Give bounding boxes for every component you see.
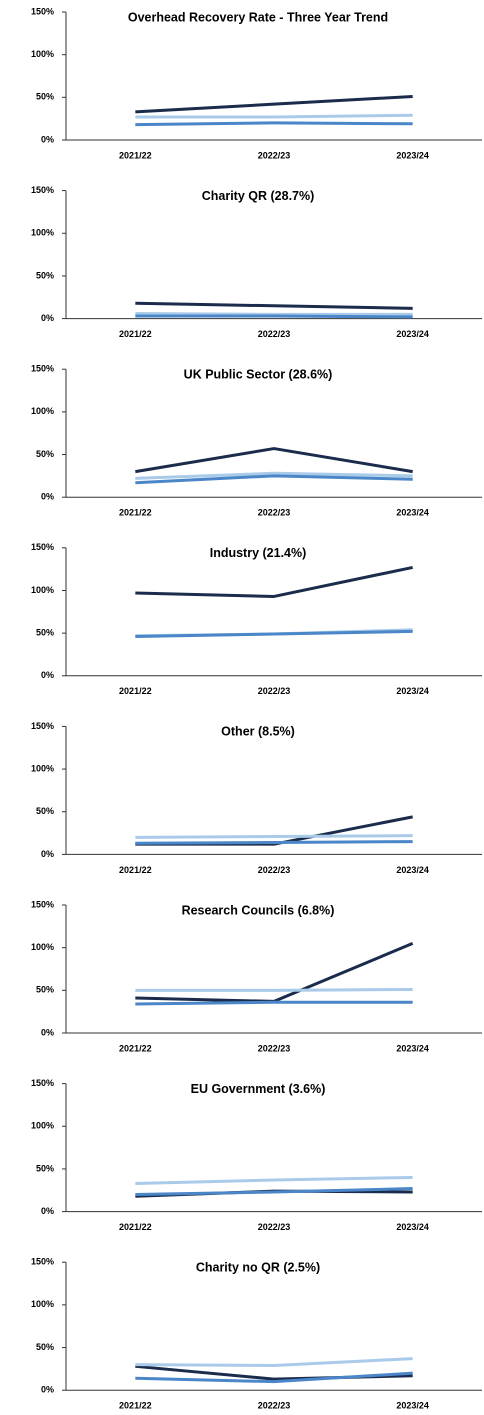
x-tick-label: 2021/22 (119, 508, 152, 518)
chart-title: Overhead Recovery Rate - Three Year Tren… (128, 10, 388, 24)
y-tick-label: 50% (36, 1342, 54, 1352)
y-tick-label: 50% (36, 92, 54, 102)
series-line (135, 1000, 413, 1006)
x-tick-label: 2023/24 (396, 1222, 429, 1232)
y-tick-label: 100% (31, 585, 54, 595)
y-tick-label: 100% (31, 406, 54, 416)
y-tick-label: 150% (31, 899, 54, 909)
y-tick-label: 100% (31, 1299, 54, 1309)
series-line (135, 471, 413, 480)
chart-title: Industry (21.4%) (210, 546, 307, 560)
series-line (135, 447, 413, 474)
chart-title: Charity no QR (2.5%) (196, 1260, 320, 1274)
y-tick-label: 100% (31, 942, 54, 952)
y-tick-label: 0% (41, 1206, 54, 1216)
y-tick-label: 150% (31, 6, 54, 16)
x-tick-label: 2021/22 (119, 686, 152, 696)
y-tick-label: 50% (36, 985, 54, 995)
y-tick-label: 50% (36, 806, 54, 816)
chart-title: EU Government (3.6%) (191, 1082, 326, 1096)
x-tick-label: 2023/24 (396, 1401, 429, 1411)
series-line (135, 94, 413, 114)
x-tick-label: 2022/23 (258, 1401, 291, 1411)
y-tick-label: 150% (31, 542, 54, 552)
series-line (135, 815, 413, 846)
y-tick-label: 100% (31, 1121, 54, 1131)
y-tick-label: 0% (41, 849, 54, 859)
x-tick-label: 2022/23 (258, 686, 291, 696)
chart-title: Charity QR (28.7%) (202, 189, 315, 203)
series-line (135, 1357, 413, 1367)
y-tick-label: 0% (41, 313, 54, 323)
series-line (135, 629, 413, 639)
y-tick-label: 150% (31, 1078, 54, 1088)
chart-title: Other (8.5%) (221, 725, 295, 739)
y-tick-label: 100% (31, 49, 54, 59)
series-line (135, 987, 413, 992)
x-tick-label: 2023/24 (396, 865, 429, 875)
x-tick-label: 2023/24 (396, 329, 429, 339)
x-tick-label: 2022/23 (258, 508, 291, 518)
y-tick-label: 50% (36, 628, 54, 638)
y-tick-label: 150% (31, 1257, 54, 1267)
y-tick-label: 50% (36, 1163, 54, 1173)
x-tick-label: 2023/24 (396, 1043, 429, 1053)
series-line (135, 1175, 413, 1185)
series-line (135, 113, 413, 119)
series-line (135, 834, 413, 839)
series-line (135, 314, 413, 319)
series-line (135, 121, 413, 127)
series-line (135, 474, 413, 485)
y-tick-label: 0% (41, 1027, 54, 1037)
x-tick-label: 2022/23 (258, 865, 291, 875)
x-tick-label: 2023/24 (396, 686, 429, 696)
series-line (135, 942, 414, 1003)
x-tick-label: 2021/22 (119, 329, 152, 339)
y-tick-label: 0% (41, 134, 54, 144)
y-tick-label: 150% (31, 185, 54, 195)
y-tick-label: 150% (31, 364, 54, 374)
y-tick-label: 0% (41, 670, 54, 680)
x-tick-label: 2023/24 (396, 150, 429, 160)
series-line (135, 311, 413, 316)
x-tick-label: 2021/22 (119, 865, 152, 875)
y-tick-label: 50% (36, 270, 54, 280)
y-tick-label: 150% (31, 721, 54, 731)
x-tick-label: 2021/22 (119, 1222, 152, 1232)
y-tick-label: 0% (41, 492, 54, 502)
series-line (135, 565, 413, 598)
x-tick-label: 2021/22 (119, 1401, 152, 1411)
y-tick-label: 100% (31, 763, 54, 773)
chart-title: UK Public Sector (28.6%) (184, 367, 333, 381)
y-tick-label: 100% (31, 228, 54, 238)
y-tick-label: 50% (36, 449, 54, 459)
series-line (135, 840, 413, 845)
x-tick-label: 2023/24 (396, 508, 429, 518)
x-tick-label: 2022/23 (258, 329, 291, 339)
series-line (135, 1371, 413, 1384)
series-line (135, 301, 413, 310)
x-tick-label: 2022/23 (258, 1043, 291, 1053)
x-tick-label: 2021/22 (119, 150, 152, 160)
x-tick-label: 2021/22 (119, 1043, 152, 1053)
x-tick-label: 2022/23 (258, 150, 291, 160)
y-tick-label: 0% (41, 1385, 54, 1395)
chart-title: Research Councils (6.8%) (182, 903, 335, 917)
x-tick-label: 2022/23 (258, 1222, 291, 1232)
series-line (135, 1187, 413, 1197)
